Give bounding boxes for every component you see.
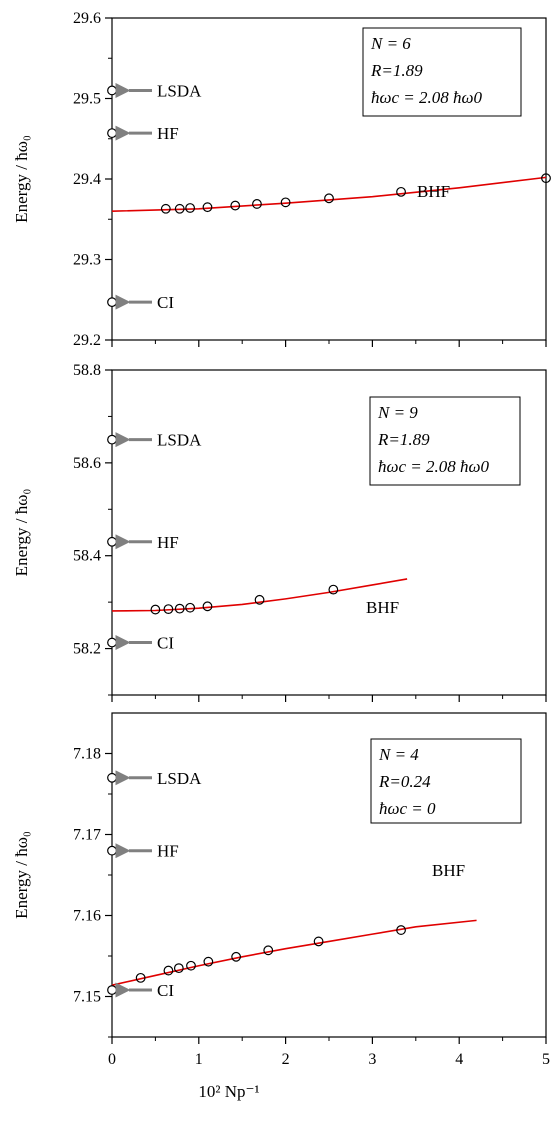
method-label-lsda: LSDA [157, 431, 202, 450]
y-axis-title: Energy / ħω₀ [12, 831, 31, 919]
panel-3: 7.15 7.16 7.17 7.18 0 1 2 3 4 5 Energy / ħω₀ BHF LSD… [12, 712, 550, 1068]
bhf-point [230, 200, 241, 211]
bhf-point [185, 203, 196, 213]
method-label-hf: HF [157, 842, 179, 861]
method-label-ci: CI [157, 293, 174, 312]
info-line: N = 6 [370, 34, 411, 53]
method-point-ci [107, 297, 117, 308]
info-line: R=0.24 [378, 772, 431, 791]
info-line: N = 4 [378, 745, 419, 764]
bhf-point [185, 602, 196, 613]
info-box [370, 738, 522, 824]
method-label-hf: HF [157, 533, 179, 552]
y-tick-label: 7.15 [73, 989, 101, 1006]
method-point-lsda [107, 85, 117, 96]
info-box [362, 27, 522, 117]
y-tick-label: 29.6 [73, 10, 101, 27]
x-tick-label: 0 [108, 1051, 116, 1068]
bhf-point [396, 925, 406, 935]
y-tick-label: 58.8 [73, 362, 101, 379]
y-tick-label: 58.4 [73, 548, 101, 565]
bhf-point [252, 199, 262, 209]
method-point-hf [107, 128, 117, 139]
x-tick-label: 5 [542, 1051, 550, 1068]
bhf-point [541, 173, 551, 184]
bhf-point [173, 963, 184, 974]
bhf-point [160, 203, 171, 214]
bhf-point [328, 584, 339, 595]
y-tick-label: 58.6 [73, 455, 101, 472]
method-label-lsda: LSDA [157, 769, 202, 788]
bhf-point [186, 960, 196, 971]
y-axis-title: Energy / ħω₀ [12, 135, 31, 223]
bhf-label: BHF [432, 861, 465, 880]
bhf-point [231, 951, 242, 962]
y-tick-label: 7.18 [73, 746, 101, 763]
x-tick-label: 3 [368, 1051, 376, 1068]
bhf-point [203, 956, 214, 967]
bhf-point [174, 603, 185, 614]
y-tick-label: 29.5 [73, 91, 101, 108]
bhf-point [150, 604, 161, 615]
y-tick-label: 29.3 [73, 252, 101, 269]
bhf-point [263, 945, 274, 956]
bhf-point [135, 972, 146, 983]
y-axis-title: Energy / ħω₀ [12, 489, 31, 577]
info-box [369, 396, 521, 486]
method-point-lsda [107, 772, 117, 783]
method-label-ci: CI [157, 981, 174, 1000]
y-tick-label: 7.16 [73, 908, 101, 925]
method-label-lsda: LSDA [157, 81, 202, 100]
bhf-point [163, 604, 174, 615]
method-point-lsda [107, 434, 117, 445]
info-line: N = 9 [377, 403, 418, 422]
x-tick-label: 4 [455, 1051, 463, 1068]
method-point-hf [107, 845, 117, 856]
method-point-ci [107, 985, 117, 995]
y-tick-label: 29.2 [73, 332, 101, 349]
info-line: R=1.89 [370, 61, 423, 80]
y-tick-label: 58.2 [73, 641, 101, 658]
method-point-ci [107, 637, 117, 648]
y-tick-label: 29.4 [73, 171, 101, 188]
bhf-fit-line [111, 919, 477, 986]
bhf-point [163, 965, 174, 976]
y-tick-label: 7.17 [73, 827, 101, 844]
method-label-hf: HF [157, 124, 179, 143]
bhf-label: BHF [417, 182, 450, 201]
bhf-point [202, 202, 213, 213]
info-line: ħωc = 0 [379, 799, 436, 818]
bhf-point [174, 203, 185, 214]
info-line: ħωc = 2.08 ħω0 [371, 88, 483, 107]
bhf-point [202, 601, 213, 612]
info-line: R=1.89 [377, 430, 430, 449]
panel-2: 58.2 58.4 58.6 58.8 Energy / ħω₀ BHF LSDA HF CI N… [12, 362, 547, 702]
bhf-point [313, 936, 324, 947]
bhf-point [254, 594, 265, 605]
bhf-label: BHF [366, 598, 399, 617]
panel-1: 29.2 29.3 29.4 29.5 29.6 Energy / ħω₀ BHF LSDA H… [12, 10, 551, 349]
x-tick-label: 1 [195, 1051, 203, 1068]
bhf-point [324, 193, 334, 204]
info-line: ħωc = 2.08 ħω0 [378, 457, 490, 476]
x-axis-title: 10² Np⁻¹ [198, 1082, 259, 1101]
bhf-point [280, 197, 291, 208]
method-point-hf [107, 536, 117, 547]
method-label-ci: CI [157, 634, 174, 653]
bhf-point [396, 186, 406, 197]
x-tick-label: 2 [282, 1051, 290, 1068]
